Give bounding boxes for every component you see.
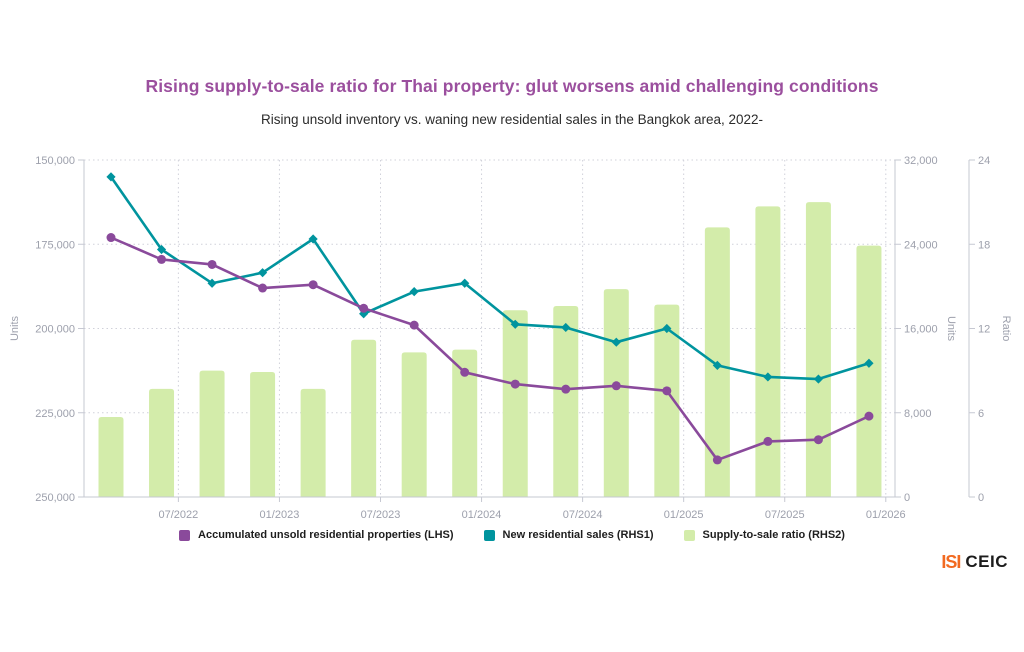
chart-legend: Accumulated unsold residential propertie… xyxy=(0,529,1024,541)
svg-text:Units: Units xyxy=(945,316,957,342)
legend-label-unsold: Accumulated unsold residential propertie… xyxy=(198,529,454,541)
svg-text:Units: Units xyxy=(9,315,21,341)
svg-text:12: 12 xyxy=(978,324,990,336)
axes: 150,000 175,000 200,000 225,000 250,000 32,00… xyxy=(9,155,1012,521)
chart-title: Rising supply-to-sale ratio for Thai pro… xyxy=(145,76,879,96)
svg-text:24,000: 24,000 xyxy=(904,239,938,251)
bars-supply-to-sale-ratio xyxy=(98,202,882,497)
ceic-brand-text: CEIC xyxy=(965,552,1008,571)
isi-logo-icon: ISI xyxy=(941,552,961,572)
svg-text:24: 24 xyxy=(978,155,990,167)
legend-swatch-sales xyxy=(483,529,495,541)
svg-text:8,000: 8,000 xyxy=(904,408,932,420)
chart-subtitle: Rising unsold inventory vs. waning new r… xyxy=(260,112,764,127)
line-new-residential-sales xyxy=(106,172,874,384)
svg-text:32,000: 32,000 xyxy=(904,155,938,167)
line-accumulated-unsold xyxy=(106,233,874,465)
svg-text:07/2022: 07/2022 xyxy=(158,509,198,521)
svg-text:07/2024: 07/2024 xyxy=(563,509,603,521)
svg-text:01/2023: 01/2023 xyxy=(260,509,300,521)
svg-text:150,000: 150,000 xyxy=(35,155,75,167)
legend-item-ratio: Supply-to-sale ratio (RHS2) xyxy=(683,529,845,541)
legend-label-ratio: Supply-to-sale ratio (RHS2) xyxy=(702,529,845,541)
legend-swatch-ratio xyxy=(683,529,695,541)
svg-text:175,000: 175,000 xyxy=(35,239,75,251)
svg-text:225,000: 225,000 xyxy=(35,408,75,420)
svg-text:01/2025: 01/2025 xyxy=(664,509,704,521)
svg-text:250,000: 250,000 xyxy=(35,492,75,504)
svg-text:16,000: 16,000 xyxy=(904,324,938,336)
svg-text:01/2026: 01/2026 xyxy=(866,509,906,521)
svg-text:18: 18 xyxy=(978,239,990,251)
svg-text:0: 0 xyxy=(904,492,910,504)
svg-text:200,000: 200,000 xyxy=(35,324,75,336)
legend-item-unsold: Accumulated unsold residential propertie… xyxy=(179,529,454,541)
svg-text:0: 0 xyxy=(978,492,984,504)
svg-text:01/2024: 01/2024 xyxy=(462,509,502,521)
svg-text:Ratio: Ratio xyxy=(1000,316,1012,342)
svg-text:07/2023: 07/2023 xyxy=(361,509,401,521)
legend-swatch-unsold xyxy=(179,529,191,541)
legend-label-sales: New residential sales (RHS1) xyxy=(502,529,654,541)
svg-text:07/2025: 07/2025 xyxy=(765,509,805,521)
ceic-logo: ISI CEIC xyxy=(941,552,1008,572)
svg-text:6: 6 xyxy=(978,408,984,420)
legend-item-sales: New residential sales (RHS1) xyxy=(483,529,654,541)
